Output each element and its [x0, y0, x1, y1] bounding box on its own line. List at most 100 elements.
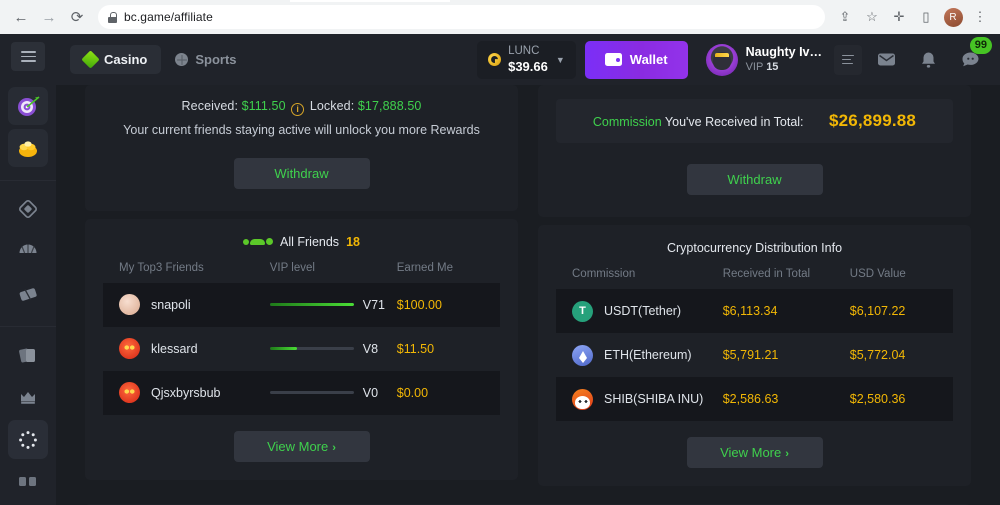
vip-progress-bar	[269, 347, 354, 350]
browser-action-icons: ⇪ ☆ ✛ ▯ R ⋮	[833, 5, 992, 29]
table-row[interactable]: klessard V8	[103, 327, 500, 371]
friends-count: 18	[346, 234, 360, 249]
chevron-right-icon: ›	[785, 448, 789, 460]
dartboard-target-icon	[18, 96, 40, 116]
wallet-button[interactable]: Wallet	[584, 40, 688, 79]
sidebar-item-promotions[interactable]	[8, 86, 48, 125]
avatar	[119, 382, 140, 403]
crypto-distribution-card: Cryptocurrency Distribution Info Commiss…	[538, 225, 971, 486]
vip-level-label: V8	[362, 341, 379, 356]
commission-total-amount: $26,899.88	[829, 111, 917, 130]
tab-sports-label: Sports	[195, 52, 237, 67]
crypto-received: $6,113.34	[722, 304, 778, 318]
tab-sports[interactable]: Sports	[161, 45, 250, 74]
info-icon[interactable]: i	[291, 102, 305, 116]
friends-table-body: snapoli V71	[103, 282, 500, 415]
crypto-name-cell: SHIB(SHIBA INU)	[556, 377, 723, 421]
crypto-name: USDT(Tether)	[604, 304, 682, 318]
shib-icon	[572, 388, 593, 410]
chat-button[interactable]: 99	[952, 36, 992, 78]
currency-amount: $39.66	[508, 58, 548, 74]
friends-table-head: My Top3 Friends VIP level Earned Me	[103, 262, 500, 283]
sidebar-item-cards[interactable]	[8, 336, 48, 374]
col-usd: USD Value	[849, 268, 906, 280]
crypto-name: SHIB(SHIBA INU)	[604, 392, 704, 406]
notifications-button[interactable]	[910, 42, 946, 78]
tab-casino[interactable]: Casino	[70, 45, 162, 74]
sidebar-item-sports[interactable]	[8, 232, 48, 270]
friend-name: Qjsxbyrsbub	[151, 385, 221, 400]
sidebar-item-ticket[interactable]	[8, 275, 48, 313]
crypto-view-more-button[interactable]: View More ›	[686, 437, 823, 468]
table-row[interactable]: T USDT(Tether) $6,113.34 $6,107.22	[556, 289, 953, 333]
currency-selector[interactable]: LUNC $39.66 ▼	[477, 40, 576, 79]
mail-button[interactable]	[868, 42, 904, 78]
withdraw-rewards-button[interactable]: Withdraw	[233, 157, 370, 189]
table-row[interactable]: SHIB(SHIBA INU) $2,586.63 $2,580.36	[556, 377, 953, 421]
vip-level-label: V0	[362, 385, 379, 400]
friend-earned: $0.00	[396, 385, 429, 400]
crypto-name: ETH(Ethereum)	[604, 348, 692, 362]
friends-title: All Friends 18	[103, 235, 500, 249]
table-row[interactable]: snapoli V71	[103, 282, 500, 327]
browser-back-button[interactable]: ←	[13, 8, 29, 26]
sidebar-item-vip-club[interactable]	[8, 378, 48, 416]
gold-coins-icon	[19, 141, 37, 158]
crypto-usd: $5,772.04	[849, 348, 906, 362]
friends-view-more-button[interactable]: View More ›	[233, 430, 370, 462]
user-profile[interactable]: Naughty Iv… VIP 15	[705, 43, 862, 76]
sidebar-item-bonus[interactable]	[8, 128, 48, 168]
rewards-amounts-line: Received: $111.50 i Locked: $17,888.50	[103, 99, 500, 116]
crypto-view-more-label: View More	[720, 445, 782, 460]
right-column: Commission You've Received in Total: $26…	[538, 85, 971, 486]
star-icon[interactable]: ☆	[866, 9, 878, 24]
withdraw-commission-button[interactable]: Withdraw	[686, 164, 823, 195]
browser-forward-button[interactable]: →	[41, 8, 57, 26]
side-panel-icon[interactable]: ▯	[922, 9, 930, 24]
browser-address-bar[interactable]: bc.game/affiliate	[98, 5, 825, 29]
chevron-down-icon[interactable]: ▼	[555, 54, 565, 65]
browser-tab-stub[interactable]	[290, 0, 450, 2]
green-diamond-icon	[18, 200, 38, 219]
browser-reload-button[interactable]: ⟳	[70, 9, 84, 26]
kebab-menu-icon[interactable]: ⋮	[973, 9, 987, 24]
crown-icon	[21, 392, 35, 405]
basketball-icon	[19, 244, 37, 253]
locked-label: Locked:	[309, 99, 355, 113]
crypto-usd: $6,107.22	[849, 304, 906, 318]
friend-vip-cell: V8	[269, 327, 397, 371]
vip-progress: V8	[269, 341, 397, 356]
profile-menu-button[interactable]	[834, 44, 862, 75]
sidebar-item-affiliate[interactable]	[8, 420, 48, 459]
table-row[interactable]: ETH(Ethereum) $5,791.21 $5,772.04	[556, 333, 953, 377]
crypto-table-body: T USDT(Tether) $6,113.34 $6,107.22	[556, 289, 953, 421]
table-row[interactable]: Qjsxbyrsbub V0	[103, 370, 500, 415]
friends-table: My Top3 Friends VIP level Earned Me	[103, 262, 500, 415]
col-friends: My Top3 Friends	[119, 261, 204, 274]
gear-ring-icon	[19, 430, 37, 449]
profile-text: Naughty Iv… VIP 15	[746, 44, 822, 75]
hamburger-icon	[20, 48, 36, 65]
sidebar-item-casino[interactable]	[8, 190, 48, 228]
wallet-button-label: Wallet	[629, 52, 668, 67]
vip-level: 15	[766, 61, 779, 74]
received-label: Received:	[181, 99, 239, 113]
sidebar-toggle-button[interactable]	[11, 42, 45, 71]
friend-vip-cell: V0	[269, 371, 397, 415]
puzzle-icon[interactable]: ✛	[893, 9, 905, 24]
basketball-icon	[175, 53, 189, 66]
crypto-title: Cryptocurrency Distribution Info	[666, 241, 843, 255]
wallet-icon	[604, 53, 622, 66]
tab-casino-label: Casino	[104, 52, 148, 67]
col-commission: Commission	[572, 268, 636, 280]
people-icon	[243, 238, 274, 245]
crypto-usd: $2,580.36	[849, 392, 906, 406]
friends-view-more-label: View More	[267, 438, 329, 454]
browser-profile-button[interactable]: R	[941, 5, 965, 29]
sidebar-item-partners[interactable]	[8, 463, 48, 501]
friend-identity: Qjsxbyrsbub	[119, 382, 270, 403]
sidebar-divider-2	[0, 325, 56, 327]
crypto-identity: SHIB(SHIBA INU)	[572, 388, 723, 410]
share-icon[interactable]: ⇪	[839, 9, 851, 24]
left-column: Received: $111.50 i Locked: $17,888.50 Y…	[85, 85, 518, 486]
